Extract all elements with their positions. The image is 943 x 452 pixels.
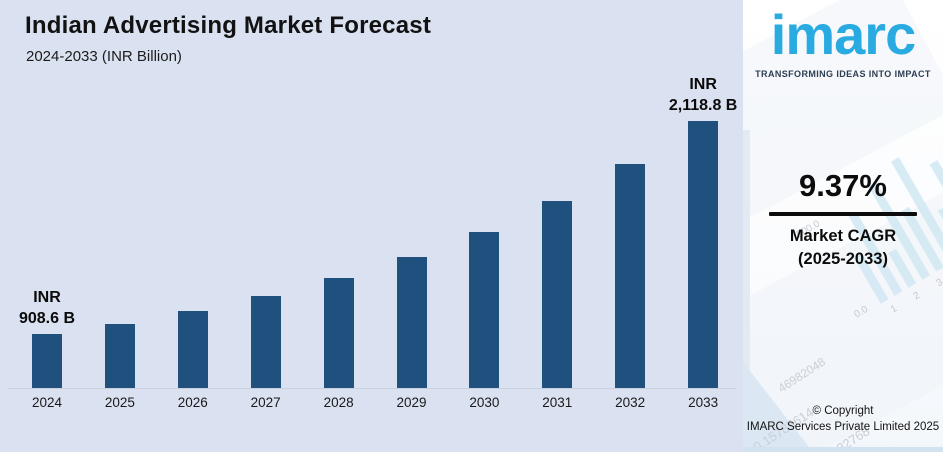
- bar-2025: [104, 323, 135, 388]
- bar-2032: [615, 163, 646, 388]
- brand-panel: 500.0 0.0 1 2 3 4 46982048 0.15785614 32…: [743, 0, 943, 452]
- cagr-period: (2025-2033): [798, 250, 888, 268]
- logo-tagline: TRANSFORMING IDEAS INTO IMPACT: [755, 69, 931, 79]
- page-title: Indian Advertising Market Forecast: [25, 12, 432, 39]
- cagr-divider: [769, 212, 917, 216]
- copyright-line1: © Copyright: [812, 405, 874, 417]
- x-tick-2028: 2028: [323, 395, 354, 410]
- bar-2026: [177, 310, 208, 388]
- value-label-2024: INR 908.6 B: [18, 288, 76, 327]
- imarc-logo: imarc: [770, 3, 916, 66]
- copyright-line2: IMARC Services Private Limited 2025: [746, 421, 940, 433]
- cagr-value: 9.37%: [799, 168, 887, 203]
- x-tick-2030: 2030: [469, 395, 500, 410]
- x-tick-2027: 2027: [250, 395, 281, 410]
- cagr-label: Market CAGR: [789, 227, 897, 245]
- bar-2027: [250, 295, 281, 388]
- x-tick-2033: 2033: [688, 395, 719, 410]
- value-label-2033: INR 2,118.8 B: [668, 76, 738, 114]
- copyright: © Copyright IMARC Services Private Limit…: [743, 403, 943, 435]
- bar-2030: [469, 231, 500, 388]
- chart-section: Indian Advertising Market Forecast 2024-…: [8, 12, 738, 410]
- x-tick-2029: 2029: [396, 395, 427, 410]
- watermark-bottom-strip: [743, 447, 943, 452]
- bar-2033: [688, 121, 719, 388]
- watermark-axis-label: 0.0: [852, 303, 870, 321]
- x-tick-2032: 2032: [615, 395, 646, 410]
- x-tick-2031: 2031: [542, 395, 573, 410]
- bar-2029: [396, 256, 427, 388]
- watermark-number: 46982048: [775, 354, 828, 396]
- x-tick-2025: 2025: [104, 395, 135, 410]
- cagr-block: 9.37% Market CAGR (2025-2033): [743, 168, 943, 271]
- x-tick-2024: 2024: [31, 395, 63, 410]
- chart-subtitle: 2024-2033 (INR Billion): [26, 48, 182, 65]
- bar-2024: [32, 333, 62, 388]
- bar-2031: [542, 200, 573, 388]
- x-axis-line: [8, 388, 736, 389]
- bar-2028: [323, 277, 354, 388]
- x-tick-2026: 2026: [177, 395, 208, 410]
